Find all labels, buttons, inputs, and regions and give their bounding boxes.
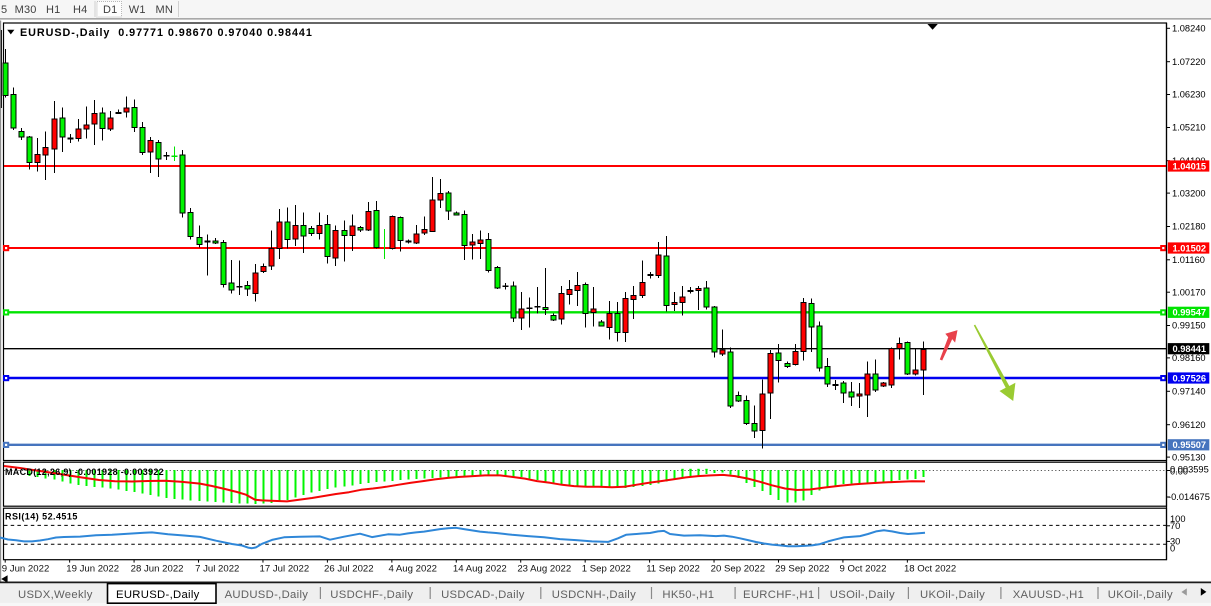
svg-text:-0.014675: -0.014675	[1168, 492, 1210, 502]
svg-text:1.03200: 1.03200	[1172, 188, 1206, 198]
svg-text:1.02180: 1.02180	[1172, 222, 1206, 232]
svg-text:0.95130: 0.95130	[1172, 452, 1206, 462]
svg-text:1.05210: 1.05210	[1172, 123, 1206, 133]
svg-text:1.07220: 1.07220	[1172, 57, 1206, 67]
svg-text:23 Aug 2022: 23 Aug 2022	[517, 564, 571, 575]
svg-text:D1: D1	[103, 4, 117, 16]
svg-text:5: 5	[1, 4, 7, 16]
svg-text:0.96120: 0.96120	[1172, 420, 1206, 430]
svg-text:0.98160: 0.98160	[1172, 353, 1206, 363]
svg-text:70: 70	[1170, 521, 1180, 531]
svg-text:0.97526: 0.97526	[1173, 373, 1207, 383]
svg-text:M30: M30	[15, 4, 37, 16]
svg-text:USOil-,Daily: USOil-,Daily	[830, 589, 895, 601]
svg-text:EURCHF-,H1: EURCHF-,H1	[743, 589, 814, 601]
svg-text:H1: H1	[46, 4, 60, 16]
svg-text:0.99150: 0.99150	[1172, 321, 1206, 331]
svg-text:MACD(12,26,9) -0.001928 -0.003: MACD(12,26,9) -0.001928 -0.003922	[5, 467, 164, 477]
svg-text:MN: MN	[156, 4, 174, 16]
svg-text:1.08240: 1.08240	[1172, 24, 1206, 34]
svg-text:AUDUSD-,Daily: AUDUSD-,Daily	[225, 589, 309, 601]
svg-text:USDCAD-,Daily: USDCAD-,Daily	[441, 589, 525, 601]
svg-text:29 Sep 2022: 29 Sep 2022	[775, 564, 829, 575]
svg-text:11 Sep 2022: 11 Sep 2022	[646, 564, 700, 575]
svg-text:USDCNH-,Daily: USDCNH-,Daily	[552, 589, 636, 601]
svg-text:17 Jul 2022: 17 Jul 2022	[260, 564, 310, 575]
svg-text:H4: H4	[73, 4, 87, 16]
svg-text:28 Jun 2022: 28 Jun 2022	[131, 564, 184, 575]
svg-text:0.00: 0.00	[1170, 467, 1188, 477]
svg-text:HK50-,H1: HK50-,H1	[662, 589, 714, 601]
svg-text:0.98441: 0.98441	[1173, 344, 1207, 354]
svg-text:EURUSD-,Daily: EURUSD-,Daily	[116, 589, 200, 601]
svg-text:USDCHF-,Daily: USDCHF-,Daily	[330, 589, 413, 601]
svg-text:1.06230: 1.06230	[1172, 90, 1206, 100]
svg-text:1.04015: 1.04015	[1173, 161, 1207, 171]
svg-text:RSI(14) 52.4515: RSI(14) 52.4515	[5, 512, 78, 522]
svg-text:1.01160: 1.01160	[1172, 255, 1205, 265]
svg-text:26 Jul 2022: 26 Jul 2022	[324, 564, 374, 575]
svg-text:19 Jun 2022: 19 Jun 2022	[66, 564, 119, 575]
svg-text:4 Aug 2022: 4 Aug 2022	[388, 564, 437, 575]
svg-text:UKOil-,Daily: UKOil-,Daily	[1108, 589, 1173, 601]
svg-text:0.003595: 0.003595	[1170, 464, 1209, 474]
svg-text:UKOil-,Daily: UKOil-,Daily	[920, 589, 985, 601]
svg-text:1.01502: 1.01502	[1173, 243, 1207, 253]
svg-text:0: 0	[1170, 544, 1175, 554]
svg-text:100: 100	[1170, 514, 1186, 524]
svg-text:0.99547: 0.99547	[1173, 308, 1207, 318]
svg-text:USDX,Weekly: USDX,Weekly	[18, 589, 93, 601]
svg-text:14 Aug 2022: 14 Aug 2022	[453, 564, 507, 575]
svg-text:9 Oct 2022: 9 Oct 2022	[840, 564, 887, 575]
svg-text:7 Jul 2022: 7 Jul 2022	[195, 564, 239, 575]
svg-text:W1: W1	[129, 4, 146, 16]
svg-text:30: 30	[1170, 537, 1180, 547]
svg-text:9 Jun 2022: 9 Jun 2022	[2, 564, 49, 575]
svg-text:1 Sep 2022: 1 Sep 2022	[582, 564, 631, 575]
svg-text:1.00170: 1.00170	[1172, 287, 1206, 297]
svg-text:20 Sep 2022: 20 Sep 2022	[711, 564, 765, 575]
svg-text:XAUUSD-,H1: XAUUSD-,H1	[1013, 589, 1084, 601]
svg-text:0.95507: 0.95507	[1173, 440, 1207, 450]
svg-text:0.97140: 0.97140	[1172, 387, 1206, 397]
svg-text:EURUSD-,Daily 0.97771 0.98670: EURUSD-,Daily 0.97771 0.98670 0.97040 0.…	[20, 27, 313, 39]
svg-text:18 Oct 2022: 18 Oct 2022	[904, 564, 956, 575]
